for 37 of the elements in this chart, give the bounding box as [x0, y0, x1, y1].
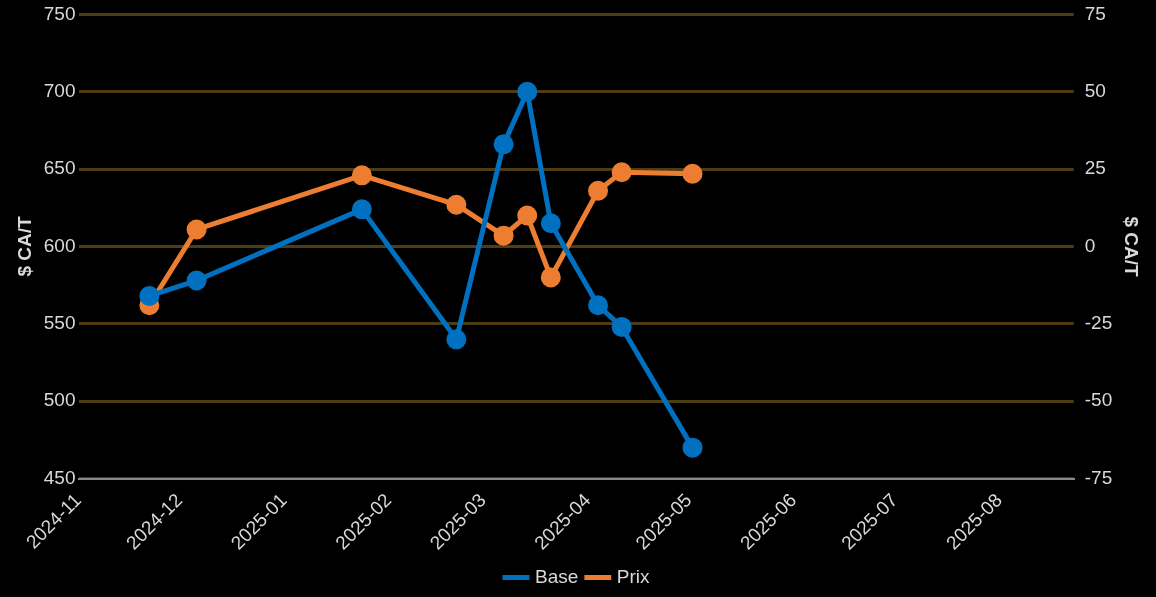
point — [540, 267, 561, 288]
y-tick-label: 450 — [43, 466, 76, 488]
y2-tick-label: 25 — [1084, 157, 1106, 179]
point — [351, 165, 372, 186]
y-tick-label: 700 — [43, 80, 76, 101]
y-tick-label: 650 — [43, 157, 76, 179]
legend-label: Prix — [616, 565, 651, 587]
point — [493, 134, 514, 155]
point — [351, 199, 372, 220]
point — [446, 194, 467, 215]
y-tick-label: 600 — [43, 234, 76, 256]
y-tick-label: 500 — [43, 389, 76, 411]
point — [517, 205, 538, 226]
y-axis-title: $ CA/T — [13, 216, 35, 277]
point — [540, 213, 561, 234]
y2-tick-label: -75 — [1084, 466, 1113, 488]
legend-label: Base — [534, 565, 579, 587]
y2-tick-label: -25 — [1084, 312, 1113, 334]
y2-tick-label: -50 — [1084, 389, 1113, 411]
y2-tick-label: 75 — [1084, 2, 1106, 24]
point — [446, 329, 467, 350]
point — [139, 286, 160, 306]
point — [493, 225, 514, 246]
y-tick-label: 750 — [43, 2, 76, 24]
point — [186, 219, 207, 240]
point — [588, 295, 609, 316]
point — [611, 316, 632, 337]
y2-tick-label: 50 — [1084, 80, 1106, 101]
point — [682, 437, 703, 458]
y-tick-label: 550 — [43, 312, 76, 334]
point — [517, 81, 538, 102]
point — [588, 180, 609, 201]
y2-axis-title: $ CA/T — [1121, 216, 1143, 277]
y2-tick-label: 0 — [1084, 234, 1096, 256]
point — [682, 163, 703, 184]
point — [186, 270, 207, 291]
point — [611, 162, 632, 183]
